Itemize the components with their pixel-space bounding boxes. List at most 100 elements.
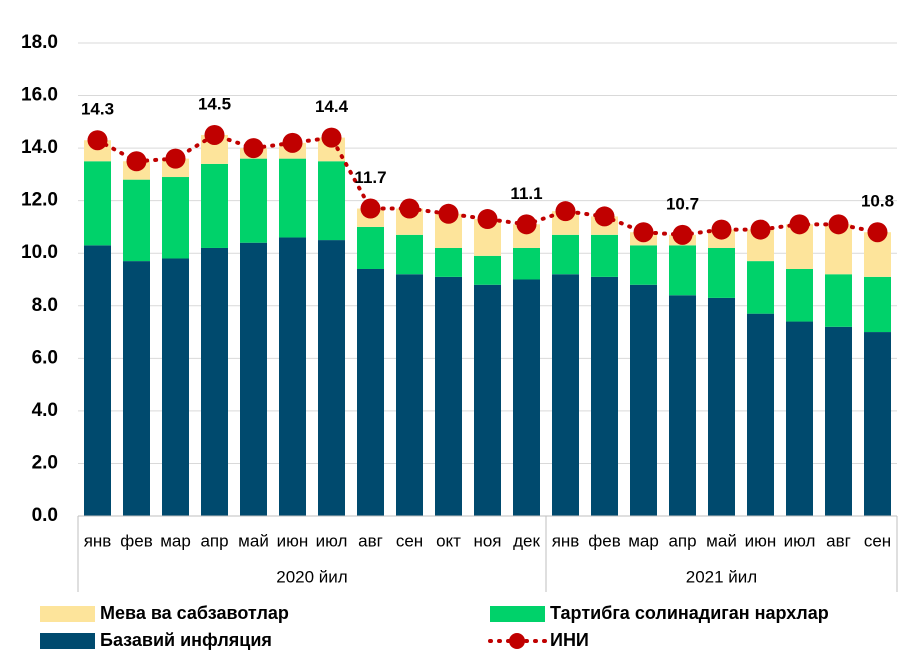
x-tick-label: июн [745,531,777,550]
bar-segment [630,284,657,516]
bar-segment [435,276,462,516]
x-tick-label: мар [628,531,659,550]
bar-segment [318,240,345,517]
x-tick-label: дек [513,531,540,550]
x-tick-label: июл [784,531,816,550]
bar-segment [513,247,540,280]
line-marker [360,198,381,219]
bar-segment [279,158,306,238]
bar-segment [825,326,852,516]
data-label: 10.8 [861,192,894,211]
line-marker [243,138,264,159]
bar-segment [513,279,540,516]
bar-segment [396,234,423,275]
bar-segment [357,226,384,269]
x-tick-label: авг [826,531,851,550]
bar-segment [201,247,228,516]
legend-label: Мева ва сабзавотлар [100,603,289,623]
bar-segment [786,268,813,322]
y-tick-label: 14.0 [21,137,58,158]
line-marker [711,219,732,240]
y-tick-label: 6.0 [32,347,58,368]
x-tick-label: янв [84,531,112,550]
bar-segment [318,161,345,241]
line-marker [789,214,810,235]
legend-swatch [40,633,95,649]
line-marker [867,222,888,243]
data-label: 10.7 [666,194,699,213]
bar-segment [669,295,696,516]
bar-segment [708,247,735,298]
x-tick-label: янв [552,531,580,550]
y-tick-label: 4.0 [32,400,58,421]
legend-label: ИНИ [550,630,589,650]
x-tick-label: июл [316,531,348,550]
bar-segment [474,255,501,285]
y-tick-label: 18.0 [21,32,58,53]
bar-segment [591,276,618,516]
bar-segment [240,158,267,243]
y-tick-label: 2.0 [32,452,58,473]
group-label: 2021 йил [686,567,757,586]
x-tick-label: апр [200,531,228,550]
line-marker [516,214,537,235]
bar-segment [84,245,111,517]
y-tick-label: 16.0 [21,85,58,106]
line-marker [438,203,459,224]
y-tick-label: 10.0 [21,242,58,263]
data-label: 11.7 [354,168,386,187]
data-label: 14.5 [198,94,231,113]
bar-segment [747,313,774,516]
line-marker [633,222,654,243]
bar-segment [240,242,267,516]
line-marker [165,148,186,169]
line-marker [750,219,771,240]
line-marker [399,198,420,219]
line-marker [477,209,498,230]
bar-segment [474,284,501,516]
bar-segment [864,332,891,516]
bar-segment [162,258,189,516]
x-tick-label: мар [160,531,191,550]
line-marker [555,201,576,222]
legend-label: Базавий инфляция [100,630,272,650]
y-tick-label: 8.0 [32,295,58,316]
data-label: 14.4 [315,97,349,116]
line-marker [282,132,303,153]
bar-segment [552,274,579,516]
bar-segment [435,247,462,277]
x-tick-label: май [706,531,737,550]
x-tick-label: июн [277,531,309,550]
bar-segment [201,163,228,248]
y-tick-label: 0.0 [32,505,58,526]
data-label: 14.3 [81,100,114,119]
legend-swatch [490,606,545,622]
bar-segment [396,274,423,516]
bar-segment [279,237,306,516]
bar-segment [357,268,384,516]
bar-segment [630,245,657,285]
line-marker [204,124,225,145]
bar-segment [123,261,150,516]
line-marker [126,151,147,172]
bar-segment [162,177,189,259]
line-marker [321,127,342,148]
bar-segment [123,179,150,262]
bar-segment [864,276,891,333]
legend-label: Тартибга солинадиган нархлар [550,603,829,623]
bar-segment [708,297,735,516]
line-marker [828,214,849,235]
legend-swatch [40,606,95,622]
bar-segment [84,161,111,246]
x-tick-label: ноя [473,531,501,550]
data-label: 11.1 [510,184,542,203]
x-tick-label: сен [396,531,423,550]
line-marker [87,130,108,151]
line-marker [672,224,693,245]
bar-segment [747,261,774,314]
group-label: 2020 йил [276,567,347,586]
bar-segment [552,234,579,275]
bar-segment [786,321,813,516]
line-marker [594,206,615,227]
